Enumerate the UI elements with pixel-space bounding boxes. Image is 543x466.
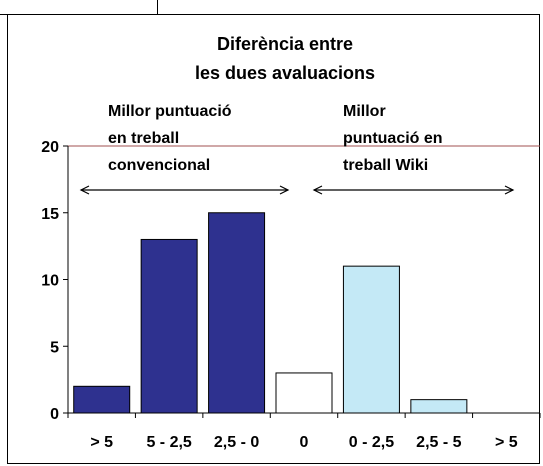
x-tick-label: 5 - 2,5 [146, 434, 191, 451]
bar [275, 372, 333, 414]
y-tick-label: 0 [50, 406, 59, 423]
y-tick-label: 5 [50, 339, 59, 356]
right-range-arrow [312, 185, 515, 195]
bar [410, 399, 468, 414]
y-tick-label: 20 [41, 139, 59, 156]
x-tick-label: > 5 [495, 434, 518, 451]
bar [208, 212, 266, 414]
x-tick-label: 2,5 - 5 [416, 434, 461, 451]
x-tick-label: 2,5 - 0 [214, 434, 259, 451]
left-annotation-line-3: convencional [108, 157, 210, 174]
bar [342, 265, 400, 414]
chart-title-line-1: Diferència entre [217, 34, 353, 54]
right-annotation-line-2: puntuació en [343, 130, 443, 147]
x-tick-label: > 5 [90, 434, 113, 451]
left-range-arrow [79, 185, 290, 195]
left-annotation-line-1: Millor puntuació [108, 103, 232, 120]
chart-title-line-2: les dues avaluacions [195, 63, 375, 83]
y-tick-label: 15 [41, 206, 59, 223]
bar [140, 238, 198, 414]
x-tick-label: 0 - 2,5 [349, 434, 394, 451]
left-annotation-line-2: en treball [108, 130, 179, 147]
right-annotation-line-3: treball Wiki [343, 157, 428, 174]
x-tick-label: 0 [300, 434, 309, 451]
bar [73, 385, 131, 414]
y-tick-label: 10 [41, 273, 59, 290]
right-annotation-line-1: Millor [343, 103, 386, 120]
